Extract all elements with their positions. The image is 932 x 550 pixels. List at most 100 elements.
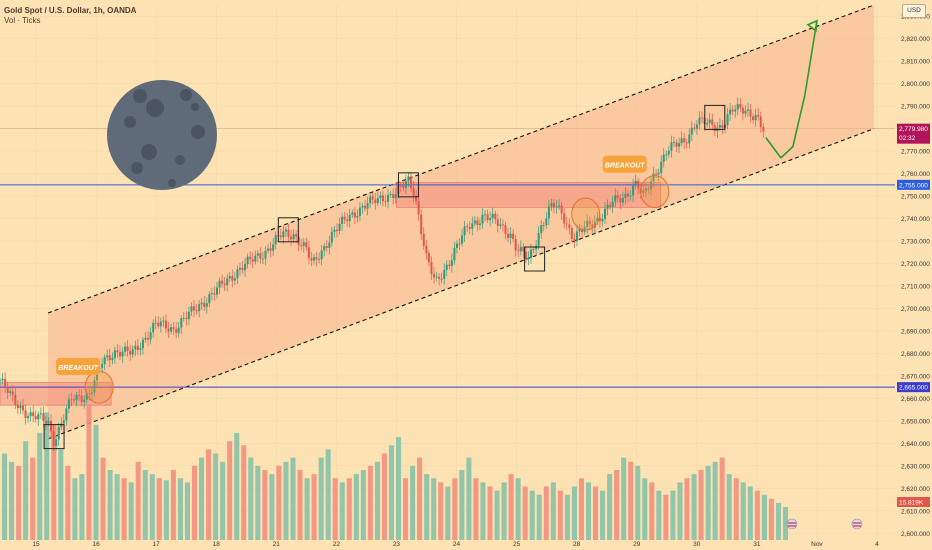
candle-body xyxy=(241,267,244,271)
candle-body xyxy=(292,234,295,240)
candle-body xyxy=(491,213,494,219)
highlight-marks: BREAKOUT BREAKOUT xyxy=(43,104,726,450)
candle-body xyxy=(284,229,287,232)
sr-zone xyxy=(0,382,112,406)
time-tick-label: 15 xyxy=(32,541,40,548)
volume-bar xyxy=(557,490,563,540)
volume-bar xyxy=(536,494,542,540)
candle-body xyxy=(481,214,484,224)
level-tag xyxy=(897,179,930,190)
candle-body xyxy=(366,203,369,209)
volume-bar xyxy=(487,486,493,540)
volume-bar xyxy=(438,482,444,540)
volume-bar xyxy=(339,482,345,540)
us-flag-icon xyxy=(851,518,863,530)
candle-body xyxy=(335,229,338,232)
candle-body xyxy=(198,304,201,312)
price-axis[interactable]: 2,600.000 2,610.000 2,620.000 2,630.000 2,64… xyxy=(895,0,932,550)
candle-body xyxy=(141,339,144,349)
volume-bar xyxy=(663,494,669,540)
candle-body xyxy=(121,351,124,357)
volume-bar xyxy=(417,457,423,540)
candle-body xyxy=(187,311,190,320)
candle-body xyxy=(427,253,430,263)
candle-body xyxy=(757,114,760,117)
price-tick-label: 2,730.000 xyxy=(901,239,930,246)
candle-body xyxy=(458,243,461,245)
candle-body xyxy=(343,216,346,220)
candle-body xyxy=(512,233,515,240)
time-tick-label: 29 xyxy=(633,541,641,548)
currency-button[interactable]: USD xyxy=(902,4,926,18)
candle-body xyxy=(269,248,272,251)
candle-body xyxy=(374,199,377,204)
volume-bar xyxy=(684,478,690,540)
candle-body xyxy=(272,244,275,251)
volume-indicator-label[interactable]: Vol · Ticks xyxy=(4,16,41,25)
candle-body xyxy=(24,410,27,419)
time-axis[interactable]: 15 16 17 18 21 22 23 24 25 28 29 30 31 Nov 4 xyxy=(32,518,879,548)
volume-bar xyxy=(191,465,198,540)
candle-body xyxy=(34,416,37,420)
highlight-box xyxy=(704,104,726,130)
volume-bar xyxy=(747,486,753,540)
candle-body xyxy=(415,195,418,202)
volume-bar xyxy=(396,437,402,540)
volume-bar xyxy=(23,441,29,540)
volume-bar xyxy=(726,474,732,540)
moon-crater xyxy=(180,89,192,101)
candle-body xyxy=(514,239,517,251)
candle-body xyxy=(261,258,264,260)
candle-body xyxy=(251,259,254,262)
candle-body xyxy=(729,109,732,115)
volume-bar xyxy=(585,482,592,540)
candle-body xyxy=(486,214,489,221)
volume-bar xyxy=(374,461,380,540)
candle-body xyxy=(448,264,451,266)
volume-bar xyxy=(234,432,240,540)
candle-body xyxy=(744,110,747,114)
volume-bar xyxy=(733,478,739,540)
candle-body xyxy=(410,176,413,188)
candle-body xyxy=(420,214,423,235)
volume-bar xyxy=(494,490,500,540)
candle-body xyxy=(338,223,341,232)
candle-body xyxy=(381,195,384,202)
candle-body xyxy=(221,280,224,284)
volume-bar xyxy=(156,478,162,540)
volume-bar xyxy=(775,502,781,540)
volume-bar xyxy=(128,482,134,540)
candle-body xyxy=(246,256,249,264)
volume-bar xyxy=(410,465,416,540)
volume-bar xyxy=(332,478,338,540)
volume-bar xyxy=(593,486,599,540)
candle-body xyxy=(575,231,578,242)
breakout-label-bg xyxy=(56,357,101,375)
candle-body xyxy=(685,142,688,144)
candle-body xyxy=(351,212,354,215)
candle-body xyxy=(593,221,596,228)
candle-body xyxy=(164,320,167,329)
price-tick-label: 2,810.000 xyxy=(901,59,930,66)
candle-body xyxy=(524,251,527,260)
candle-body xyxy=(14,394,17,405)
breakout-label-text: BREAKOUT xyxy=(58,365,98,372)
candle-body xyxy=(422,234,425,246)
candle-body xyxy=(563,213,566,224)
volume-bar xyxy=(248,457,254,540)
price-tick-label: 2,630.000 xyxy=(901,463,930,470)
candle-body xyxy=(358,207,361,216)
candle-body xyxy=(634,180,637,186)
candle-body xyxy=(210,293,213,295)
price-tick-label: 2,660.000 xyxy=(901,396,930,403)
candle-body xyxy=(305,242,308,248)
candle-body xyxy=(118,352,121,357)
candle-body xyxy=(507,233,510,238)
volume-bar xyxy=(649,482,655,540)
candle-body xyxy=(450,260,453,266)
candle-body xyxy=(718,124,721,128)
candle-body xyxy=(455,243,458,249)
candle-body xyxy=(461,235,464,244)
candle-body xyxy=(736,104,739,110)
